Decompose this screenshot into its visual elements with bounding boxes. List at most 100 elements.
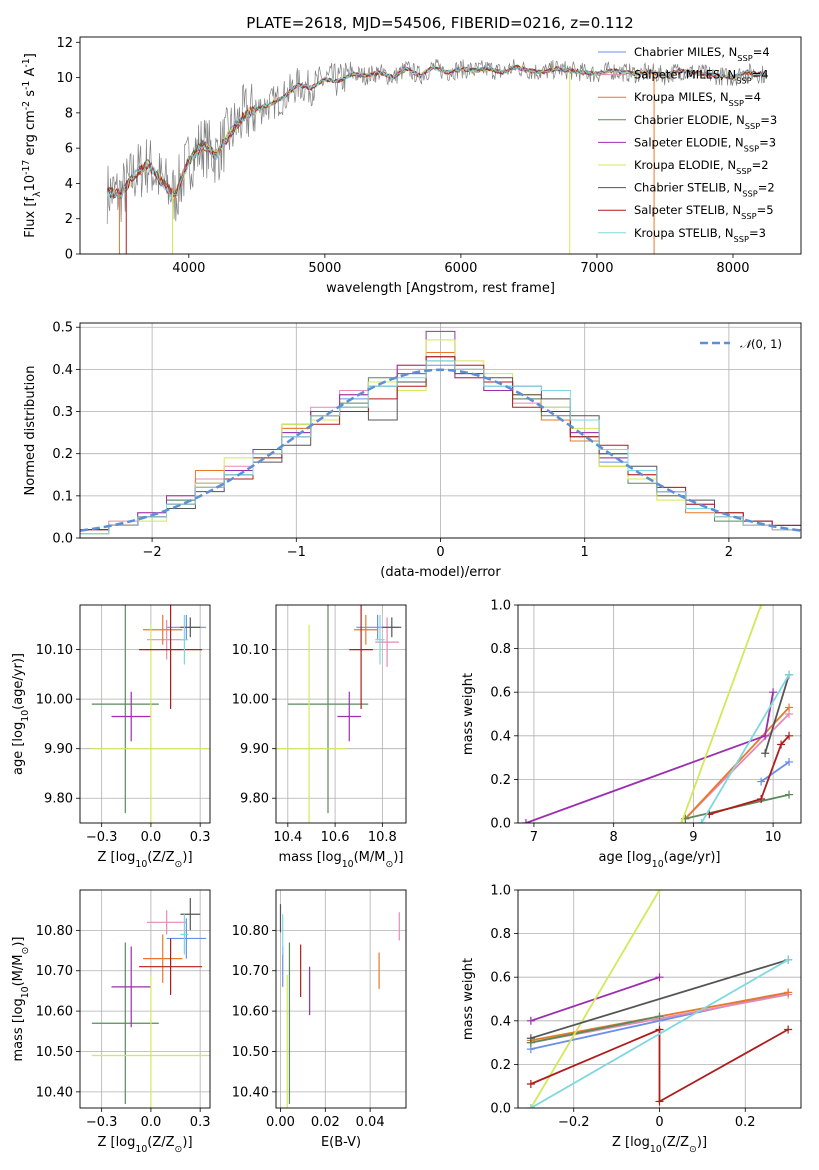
age_vs_mass-ytick-label-3: 10.10 <box>232 643 269 658</box>
legend-label-chabrier_miles-part: SSP <box>737 53 752 63</box>
legend-label-salpeter_stelib-part: =5 <box>757 203 774 217</box>
age_vs_Z-plot-area <box>91 605 210 823</box>
weight-marker-salpeter_stelib <box>784 1025 793 1034</box>
spectrum-ytick-label-0: 0 <box>65 248 73 263</box>
legend-label-kroupa_miles: Kroupa MILES, NSSP=4 <box>634 90 761 108</box>
mass_vs_Z-ytick-label-2: 10.60 <box>36 1005 73 1020</box>
residuals-ylabel: Normed distribution <box>23 366 38 496</box>
weight-line-salpeter_stelib <box>530 1028 789 1104</box>
mass_vs_ebv-xtick-label-2: 0.04 <box>356 1115 385 1130</box>
mass_vs_Z-ytick-label-4: 10.80 <box>36 924 73 939</box>
residuals-xtick-label-0: −2 <box>143 545 162 560</box>
weight-marker-salpeter_stelib <box>785 731 794 740</box>
age_vs_mass-xtick-label-2: 10.8 <box>368 830 397 845</box>
weight_vs_Z-plot-area <box>526 890 793 1108</box>
spectrum-ylabel-part: -17 <box>21 160 32 175</box>
mass_vs_ebv-xlabel: E(B-V) <box>321 1135 361 1150</box>
weight-line-salpeter_stelib <box>709 735 790 816</box>
mass_vs_ebv-xtick-label-1: 0.02 <box>311 1115 340 1130</box>
residuals-ytick-label-3: 0.3 <box>52 405 73 420</box>
age_vs_Z-ylabel-part: age [log <box>11 722 26 775</box>
legend-label-kroupa_elodie-part: =2 <box>752 158 769 172</box>
legend-label-salpeter_elodie-part: SSP <box>744 143 759 153</box>
weight-marker-salpeter_elodie <box>521 819 530 823</box>
legend-label-chabrier_miles: Chabrier MILES, NSSP=4 <box>634 45 770 63</box>
weight-marker-kroupa_stelib <box>784 955 793 964</box>
weight-line-chabrier_elodie <box>530 1015 660 1044</box>
mass_vs_ebv-ytick-label-0: 10.40 <box>232 1085 269 1100</box>
legend-label-kroupa_stelib-part: Kroupa STELIB, N <box>634 226 734 240</box>
spectrum-ylabel-part: ] <box>23 53 38 58</box>
weight_vs_age-xtick-label-0: 7 <box>530 830 538 845</box>
mass_vs_Z-xlabel-part: 10 <box>135 1144 147 1155</box>
legend-label-kroupa_miles-part: SSP <box>729 98 744 108</box>
legend-label-chabrier_stelib-part: SSP <box>742 189 757 199</box>
spectrum-ytick-label-3: 6 <box>65 142 73 157</box>
residuals-ytick-label-4: 0.4 <box>52 363 73 378</box>
spectrum-ytick-label-2: 4 <box>65 177 73 192</box>
residuals-frame <box>79 322 802 539</box>
residuals-ytick-label-5: 0.5 <box>52 321 73 336</box>
weight_vs_age-xtick-label-1: 8 <box>610 830 618 845</box>
weight_vs_Z-ylabel-part: mass weight <box>461 958 476 1040</box>
spectrum-ylabel-part: erg cm <box>23 110 38 159</box>
legend-label-salpeter_miles-part: SSP <box>736 76 751 86</box>
mass_vs_ebv-xtick-label-0: 0.00 <box>266 1115 295 1130</box>
weight-marker-kroupa_stelib <box>697 819 706 823</box>
weight-marker-kroupa_elodie <box>757 605 766 609</box>
weight_vs_Z-ytick-label-1: 0.2 <box>490 1058 511 1073</box>
weight_vs_Z-xtick-label-1: 0 <box>655 1115 663 1130</box>
weight-marker-salpeter_stelib <box>757 795 766 804</box>
weight_vs_Z-xlabel-part: 10 <box>650 1144 662 1155</box>
age_vs_Z-ytick-label-1: 9.90 <box>44 742 73 757</box>
spectrum-ylabel-part: s <box>23 90 38 101</box>
residuals-xlabel-part: (data-model)/error <box>380 565 501 580</box>
legend-label-chabrier_elodie-part: =3 <box>760 113 777 127</box>
legend-label-chabrier_stelib-part: Chabrier STELIB, N <box>634 181 742 195</box>
legend-label-kroupa_stelib: Kroupa STELIB, NSSP=3 <box>634 226 766 244</box>
legend-label-salpeter_stelib-part: Salpeter STELIB, N <box>634 203 741 217</box>
age_vs_mass-xlabel-part: )] <box>393 850 403 865</box>
mass_vs_Z-xlabel-part: )] <box>182 1135 192 1150</box>
spectrum-ytick-label-4: 8 <box>65 106 73 121</box>
mass_vs_Z-ytick-label-0: 10.40 <box>36 1085 73 1100</box>
age_vs_Z-xtick-label-1: 0.0 <box>141 830 162 845</box>
legend-label-chabrier_elodie: Chabrier ELODIE, NSSP=3 <box>634 113 777 131</box>
weight_vs_age-ytick-label-0: 0.0 <box>490 817 511 832</box>
histogram-kroupa_stelib <box>80 360 801 538</box>
legend-label-chabrier_elodie-part: SSP <box>745 121 760 131</box>
legend-label-salpeter_miles-part: Salpeter MILES, N <box>634 68 736 82</box>
spectrum-xtick-label-0: 4000 <box>172 261 205 276</box>
age_vs_mass-frame <box>275 604 407 824</box>
spectrum-ylabel-part: Flux [f <box>23 197 38 238</box>
spectrum-ylabel-part: λ <box>32 191 43 197</box>
spectrum-ylabel: Flux [fλ10-17 erg cm-2 s-1 A-1] <box>21 53 43 238</box>
spectrum-ylabel-part: A <box>23 68 38 81</box>
legend-label-salpeter_elodie: Salpeter ELODIE, NSSP=3 <box>634 135 776 153</box>
mass_vs_ebv-xlabel-part: E(B-V) <box>321 1135 361 1150</box>
age_vs_Z-ylabel-part: 10 <box>20 710 31 722</box>
age_vs_Z-xlabel-part: Z [log <box>97 850 135 865</box>
age_vs_mass-ytick-label-1: 9.90 <box>240 742 269 757</box>
mass_vs_ebv-axes: 0.00 0.02 0.04 10.40 10.50 10.60 10.70 10.80 E(B… <box>232 889 407 1150</box>
mass_vs_Z-xtick-label-0: −0.3 <box>86 1115 118 1130</box>
weight-marker-chabrier_stelib <box>761 749 770 758</box>
weight_vs_Z-xlabel-part: ⊙ <box>689 1144 697 1155</box>
legend-label-normal-part: (0, 1) <box>751 337 782 351</box>
weight_vs_age-xlabel-part: (age/yr)] <box>664 850 721 865</box>
normal-curve-line <box>80 368 801 532</box>
spectrum-xlabel: wavelength [Angstrom, rest frame] <box>326 281 555 296</box>
mass_vs_Z-ylabel-part: ⊙ <box>20 947 31 955</box>
weight-marker-salpeter_stelib <box>777 740 786 749</box>
weight_vs_Z-xlabel: Z [log10(Z/Z⊙)] <box>612 1135 707 1155</box>
spectrum-xtick-label-1: 5000 <box>308 261 341 276</box>
legend-label-kroupa_elodie-part: SSP <box>736 166 751 176</box>
weight-line-salpeter_elodie <box>525 692 774 823</box>
legend-label-chabrier_miles-part: =4 <box>753 45 770 59</box>
weight_vs_Z-ytick-label-5: 1.0 <box>490 884 511 899</box>
mass_vs_Z-xtick-label-2: 0.3 <box>190 1115 211 1130</box>
spectrum-ylabel-part: 10 <box>23 175 38 192</box>
mass_vs_Z-ytick-label-1: 10.50 <box>36 1045 73 1060</box>
